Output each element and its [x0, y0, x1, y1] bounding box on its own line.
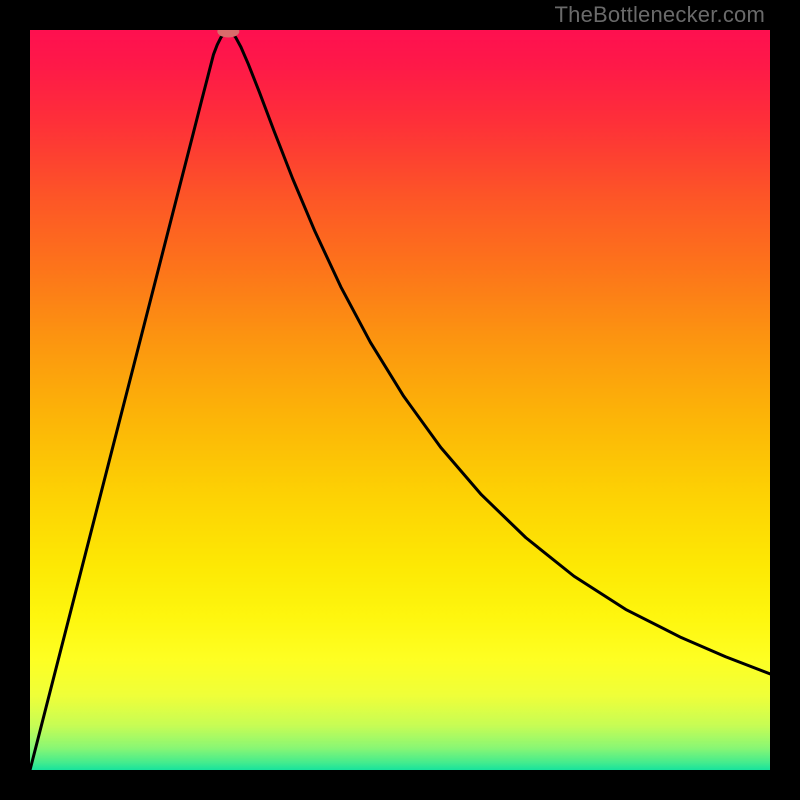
watermark-text: TheBottlenecker.com — [555, 2, 765, 28]
chart-curve-svg — [30, 30, 770, 770]
plot-area — [30, 30, 770, 770]
outer-frame: TheBottlenecker.com — [0, 0, 800, 800]
bottleneck-curve — [30, 31, 770, 770]
